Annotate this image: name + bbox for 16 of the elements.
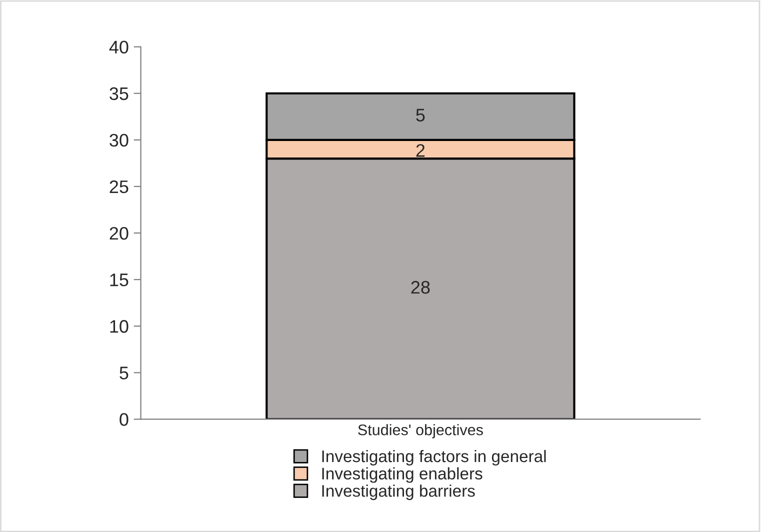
legend-label: Investigating barriers — [322, 484, 475, 500]
y-tick-label: 20 — [110, 226, 128, 240]
legend-label: Investigating factors in general — [322, 450, 546, 466]
y-tick-label: 30 — [110, 134, 128, 147]
data-label: 5 — [416, 108, 425, 122]
y-tick-label: 0 — [120, 413, 128, 426]
y-tick-label: 25 — [110, 180, 128, 194]
y-tick-label: 40 — [109, 40, 128, 54]
x-tick-label: Studies' objectives — [358, 424, 483, 438]
y-tick-label: 15 — [110, 274, 128, 286]
data-label: 2 — [416, 144, 425, 157]
y-tick-label: 5 — [120, 366, 128, 380]
data-label: 28 — [411, 280, 430, 294]
y-tick-label: 10 — [110, 320, 128, 333]
legend-label: Investigating enablers — [322, 467, 482, 483]
y-tick-label: 35 — [110, 87, 128, 100]
